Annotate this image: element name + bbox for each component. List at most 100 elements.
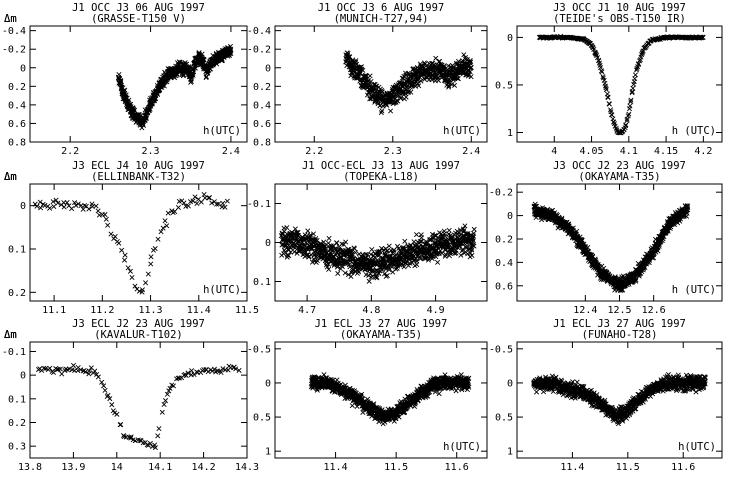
x-tick-label: 11.5: [616, 462, 640, 473]
y-tick-label: 0: [265, 238, 271, 249]
data-point: [590, 45, 596, 51]
data-point: [624, 116, 630, 122]
data-point: [228, 51, 234, 57]
data-point: [69, 206, 75, 212]
data-point: [167, 385, 173, 391]
data-point: [441, 63, 447, 69]
y-tick-label: -0.2: [2, 45, 26, 56]
plot-frame: [516, 341, 723, 459]
data-point: [594, 55, 601, 61]
data-point: [126, 97, 132, 103]
data-point: [94, 371, 100, 377]
data-point: [369, 246, 375, 253]
data-points: [32, 191, 230, 295]
data-point: [464, 387, 470, 393]
panel-title: J1 OCC-ECL J3 13 AUG 1997: [302, 160, 460, 172]
data-point: [73, 202, 79, 208]
panel-title: J1 ECL J3 27 AUG 1997: [315, 318, 448, 330]
data-point: [366, 278, 372, 284]
data-point: [402, 409, 408, 415]
panel-6: J3 OCC J2 23 AUG 1997(OKAYAMA-T35)Δm12.4…: [4, 160, 723, 316]
y-tick-label: 0.6: [8, 119, 26, 130]
data-point: [71, 362, 77, 368]
x-tick-label: 11.4: [560, 462, 584, 473]
data-point: [454, 75, 460, 81]
data-point: [591, 46, 597, 53]
data-point: [116, 240, 122, 246]
data-point: [170, 383, 177, 389]
data-point: [544, 387, 550, 393]
y-tick-label: 0.8: [8, 138, 26, 149]
data-point: [359, 391, 365, 397]
data-point: [41, 365, 47, 371]
data-point: [175, 204, 181, 211]
data-point: [553, 374, 559, 380]
data-point: [122, 257, 128, 263]
data-point: [51, 204, 57, 210]
panel-7: J3 ECL J2 23 AUG 1997(KAVALUR-T102)Δm13.…: [2, 318, 259, 473]
data-point: [192, 194, 198, 200]
data-point: [335, 248, 341, 254]
data-point: [685, 205, 691, 211]
x-axis-label: h (UTC): [672, 125, 716, 137]
data-point: [140, 122, 146, 128]
y-axis-label: Δm: [4, 171, 17, 183]
data-point: [403, 94, 409, 100]
data-point: [118, 422, 124, 428]
data-point: [601, 265, 607, 271]
data-point: [222, 204, 228, 210]
data-points: [531, 201, 691, 294]
data-point: [356, 269, 362, 275]
data-point: [139, 125, 145, 131]
y-axis-label: Δm: [4, 329, 17, 341]
y-tick-label: 1: [507, 447, 513, 458]
y-tick-label: 0.5: [495, 80, 513, 91]
data-point: [353, 58, 359, 64]
data-point: [125, 265, 131, 271]
x-tick-label: 11.2: [90, 305, 114, 316]
data-point: [114, 411, 120, 417]
data-point: [228, 46, 234, 52]
x-tick-label: 12.5: [607, 305, 631, 316]
y-axis-label: Δm: [4, 13, 17, 25]
data-point: [456, 230, 462, 236]
data-point: [93, 203, 99, 209]
data-point: [624, 118, 630, 124]
data-point: [236, 367, 242, 373]
data-point: [189, 368, 195, 374]
y-axis-label: Δm: [4, 13, 17, 25]
data-point: [292, 226, 298, 232]
data-point: [632, 76, 638, 82]
data-point: [305, 228, 311, 234]
data-point: [343, 239, 349, 245]
data-point: [185, 370, 191, 376]
data-point: [181, 72, 187, 78]
data-point: [436, 78, 442, 84]
y-tick-label: 0: [265, 63, 271, 74]
data-point: [633, 67, 640, 73]
data-point: [603, 85, 609, 91]
data-point: [667, 225, 673, 231]
data-point: [360, 252, 366, 258]
data-point: [211, 366, 218, 372]
data-point: [75, 201, 81, 207]
data-point: [700, 34, 706, 40]
x-tick-label: 11.4: [187, 305, 211, 316]
data-point: [334, 240, 340, 246]
y-axis-label: Δm: [4, 329, 17, 341]
data-points: [308, 372, 472, 427]
data-point: [458, 252, 464, 258]
y-tick-label: 0: [20, 371, 26, 382]
data-point: [455, 385, 461, 392]
data-point: [450, 238, 456, 244]
data-point: [314, 257, 320, 263]
data-point: [233, 366, 239, 372]
data-point: [143, 280, 149, 286]
data-point: [34, 203, 40, 209]
data-point: [436, 58, 443, 64]
data-point: [284, 225, 290, 231]
data-point: [363, 251, 369, 257]
y-tick-label: 0: [507, 378, 513, 389]
data-point: [118, 78, 124, 84]
y-tick-label: 0: [20, 63, 26, 74]
